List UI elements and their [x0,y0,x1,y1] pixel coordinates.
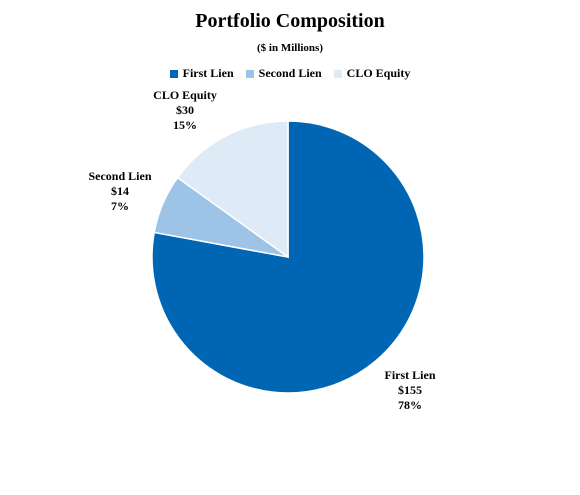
chart-title: Portfolio Composition [195,10,385,32]
legend-label-second-lien: Second Lien [258,66,322,80]
data-label-percent: 15% [173,118,197,132]
data-label-second-lien: Second Lien $14 7% [70,169,170,214]
data-label-clo-equity: CLO Equity $30 15% [135,88,235,133]
legend-label-clo-equity: CLO Equity [346,66,411,80]
legend-swatch-second-lien [245,69,254,78]
legend-item-second-lien: Second Lien [245,66,322,81]
data-label-name: Second Lien [88,169,152,183]
legend-swatch-first-lien [169,69,178,78]
legend-item-first-lien: First Lien [169,66,234,81]
legend-label-first-lien: First Lien [182,66,234,80]
pie-slice-clo-equity [176,120,289,259]
data-label-percent: 78% [398,398,422,412]
chart-legend: First Lien Second Lien CLO Equity [0,66,580,81]
data-label-value: $30 [176,103,194,117]
data-label-value: $14 [111,184,129,198]
data-label-first-lien: First Lien $155 78% [360,368,460,413]
legend-swatch-clo-equity [333,69,342,78]
data-label-name: First Lien [384,368,436,382]
data-label-name: CLO Equity [153,88,217,102]
chart-subtitle: ($ in Millions) [256,42,323,54]
data-label-percent: 7% [111,199,129,213]
data-label-value: $155 [398,383,422,397]
legend-item-clo-equity: CLO Equity [333,66,411,81]
